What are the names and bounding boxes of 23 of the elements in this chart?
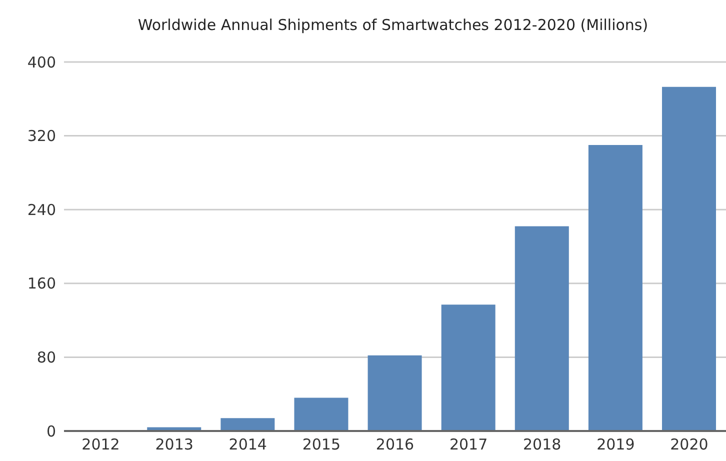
x-tick-label: 2020 — [670, 436, 708, 454]
bar — [220, 418, 275, 431]
bar — [368, 355, 422, 431]
y-tick-label: 240 — [27, 200, 56, 219]
x-tick-label: 2018 — [523, 436, 562, 454]
bar — [588, 145, 642, 431]
y-tick-label: 0 — [46, 422, 56, 440]
bar — [514, 226, 569, 431]
bar — [662, 86, 716, 431]
x-tick-label: 2019 — [596, 436, 635, 454]
y-tick-label: 160 — [27, 274, 56, 293]
y-tick-label: 80 — [36, 348, 56, 367]
x-tick-label: 2015 — [302, 436, 341, 454]
x-tick-label: 2012 — [82, 436, 120, 454]
bar — [441, 304, 496, 431]
y-tick-label: 400 — [27, 53, 56, 72]
x-tick-label: 2016 — [376, 436, 414, 454]
x-tick-label: 2013 — [155, 436, 194, 454]
x-tick-label: 2017 — [449, 436, 488, 454]
chart-title: Worldwide Annual Shipments of Smartwatches 2012-2020 (Millions) — [136, 16, 650, 34]
y-tick-label: 320 — [27, 127, 56, 146]
bar — [294, 398, 348, 431]
x-tick-label: 2014 — [228, 436, 267, 454]
